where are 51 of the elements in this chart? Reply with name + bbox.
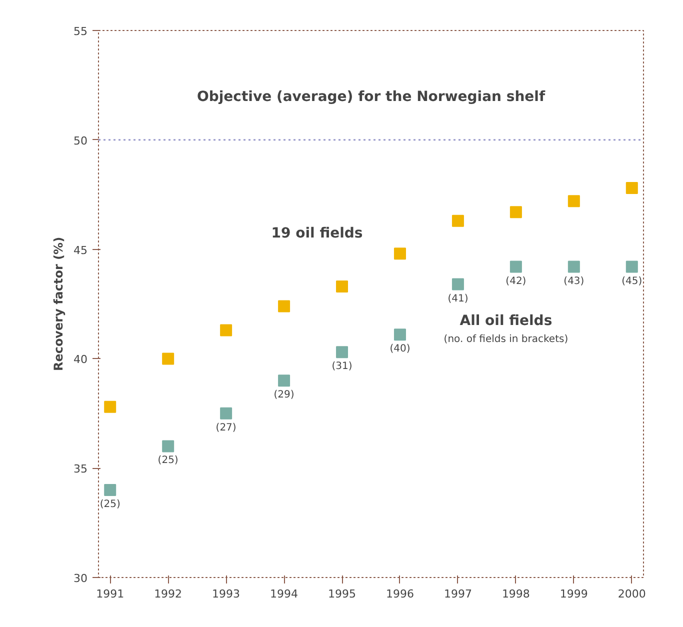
x-tick-label: 2000 xyxy=(618,588,646,600)
annotation: (29) xyxy=(274,390,294,401)
point xyxy=(510,260,522,273)
point xyxy=(568,195,580,208)
x-tick-label: 1995 xyxy=(328,588,356,600)
annotation: (27) xyxy=(216,422,236,434)
annotation: (42) xyxy=(506,276,526,287)
point xyxy=(510,206,522,218)
point xyxy=(278,374,290,387)
y-tick-label: 35 xyxy=(74,462,88,476)
point xyxy=(452,278,464,290)
annotation: (45) xyxy=(622,276,642,287)
ref-line-label: Objective (average) for the Norwegian shelf xyxy=(196,88,546,105)
point xyxy=(104,484,116,496)
y-tick-label: 50 xyxy=(74,134,88,148)
point xyxy=(394,248,406,260)
y-axis-title: Recovery factor (%) xyxy=(52,236,66,372)
annotation: (31) xyxy=(332,361,352,372)
text: 19 oil fields xyxy=(271,225,363,242)
point xyxy=(220,324,232,336)
x-tick-label: 1998 xyxy=(502,588,530,600)
annotation: (no. of fields in brackets) xyxy=(444,334,568,345)
x-tick-label: 1996 xyxy=(386,588,414,600)
annotation: (43) xyxy=(564,276,584,287)
point xyxy=(220,407,232,420)
point xyxy=(162,440,174,452)
x-tick-label: 1997 xyxy=(444,588,472,600)
annotation: (40) xyxy=(390,344,410,355)
y-tick-label: 40 xyxy=(74,353,88,366)
annotation: (41) xyxy=(448,293,468,304)
point xyxy=(568,260,580,273)
point xyxy=(336,346,348,358)
x-tick-label: 1993 xyxy=(212,588,240,600)
point xyxy=(626,260,638,273)
point xyxy=(626,182,638,194)
point xyxy=(452,214,464,227)
point xyxy=(394,328,406,341)
y-tick-label: 45 xyxy=(74,244,88,257)
x-tick-label: 1994 xyxy=(270,588,298,600)
x-tick-label: 1999 xyxy=(560,588,588,600)
point xyxy=(104,400,116,413)
y-tick-label: 55 xyxy=(74,25,88,38)
x-tick-label: 1991 xyxy=(96,588,124,600)
point xyxy=(162,352,174,365)
point xyxy=(336,280,348,292)
series-label: All oil fields xyxy=(460,312,552,329)
x-tick-label: 1992 xyxy=(154,588,182,600)
annotation: (25) xyxy=(158,455,178,466)
annotation: (25) xyxy=(100,498,120,510)
y-tick-label: 30 xyxy=(74,572,88,585)
point xyxy=(278,300,290,312)
